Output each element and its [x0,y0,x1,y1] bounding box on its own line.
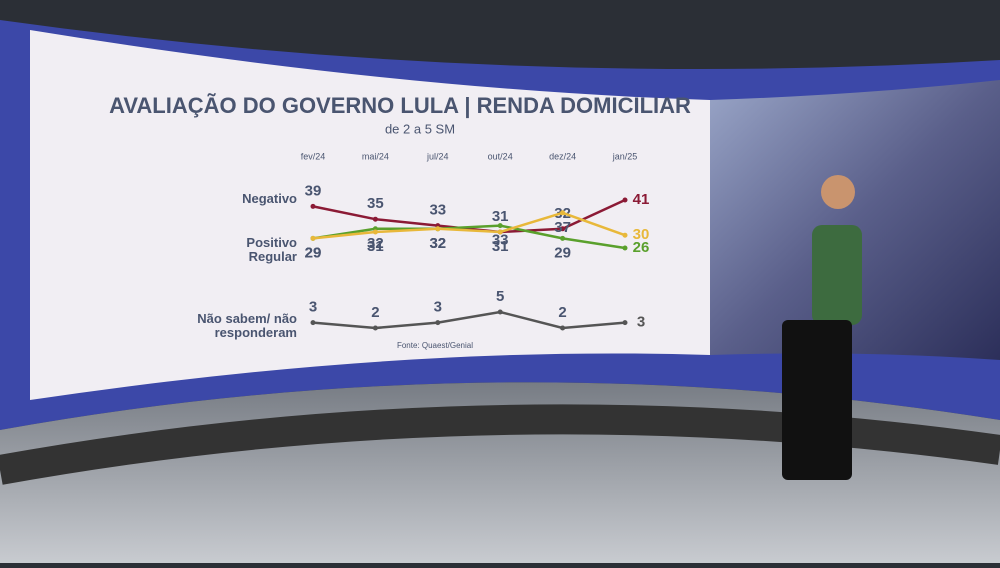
value-label: 29 [305,244,322,261]
presenter-top [812,225,862,325]
point [497,229,503,235]
presenter-pants [782,320,852,480]
point [622,320,628,326]
point [560,325,566,331]
value-label: 3 [309,299,317,316]
point [560,210,566,216]
floor-ring [0,404,1000,485]
value-label: 35 [367,195,384,212]
value-label: 3 [434,299,442,316]
source: Fonte: Quaest/Genial [397,341,473,350]
crowd-image [710,80,1000,360]
value-label: 33 [492,232,509,249]
value-label: 29 [305,244,322,261]
point [310,235,316,241]
legend-label: Regular [248,249,297,264]
value-label: 31 [367,238,384,255]
value-label: 3 [637,314,645,331]
chart-subtitle: de 2 a 5 SM [385,121,455,136]
x-tick-label: jan/25 [612,151,638,161]
point [497,223,503,229]
x-tick-label: jul/24 [426,151,449,161]
series-line [312,198,626,234]
point [622,232,628,238]
point [622,197,628,203]
value-label: 32 [429,235,446,252]
x-tick-label: dez/24 [549,151,576,161]
value-label: 30 [633,226,650,243]
chart-title: AVALIAÇÃO DO GOVERNO LULA | RENDA DOMICI… [109,93,691,118]
point [622,245,628,251]
value-label: 29 [554,244,571,261]
value-label: 31 [492,208,509,225]
point [435,320,441,326]
series-line [312,310,626,330]
point [310,203,316,209]
point [372,325,378,331]
x-tick-label: fev/24 [301,151,326,161]
point [497,309,503,315]
value-label: 33 [429,202,446,219]
point [435,226,441,232]
value-label: 37 [554,219,571,236]
value-label: 26 [633,239,650,256]
value-label: 2 [558,304,566,321]
point [372,216,378,222]
x-tick-label: mai/24 [362,151,389,161]
legend-label: Positivo [246,235,297,250]
value-label: 32 [429,235,446,252]
screen-panel [30,30,710,400]
value-label: 41 [633,191,650,208]
point [310,320,316,326]
point [560,226,566,232]
value-label: 31 [492,238,509,255]
value-label: 2 [371,304,379,321]
x-tick-label: out/24 [488,151,513,161]
series-line [312,224,626,250]
legend-label: Negativo [242,191,297,206]
value-label: 39 [305,182,322,199]
legend-label: Não sabem/ não responderam [197,311,297,340]
value-label: 32 [367,235,384,252]
series-line [312,211,626,240]
point [560,235,566,241]
presenter-head [821,175,855,209]
presenter [782,175,862,480]
point [372,229,378,235]
value-label: 5 [496,288,504,305]
